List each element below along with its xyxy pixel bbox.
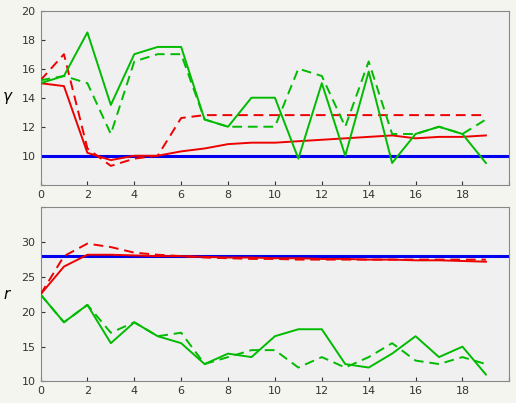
Y-axis label: $\gamma$: $\gamma$ <box>2 90 13 106</box>
Y-axis label: $r$: $r$ <box>3 287 12 302</box>
